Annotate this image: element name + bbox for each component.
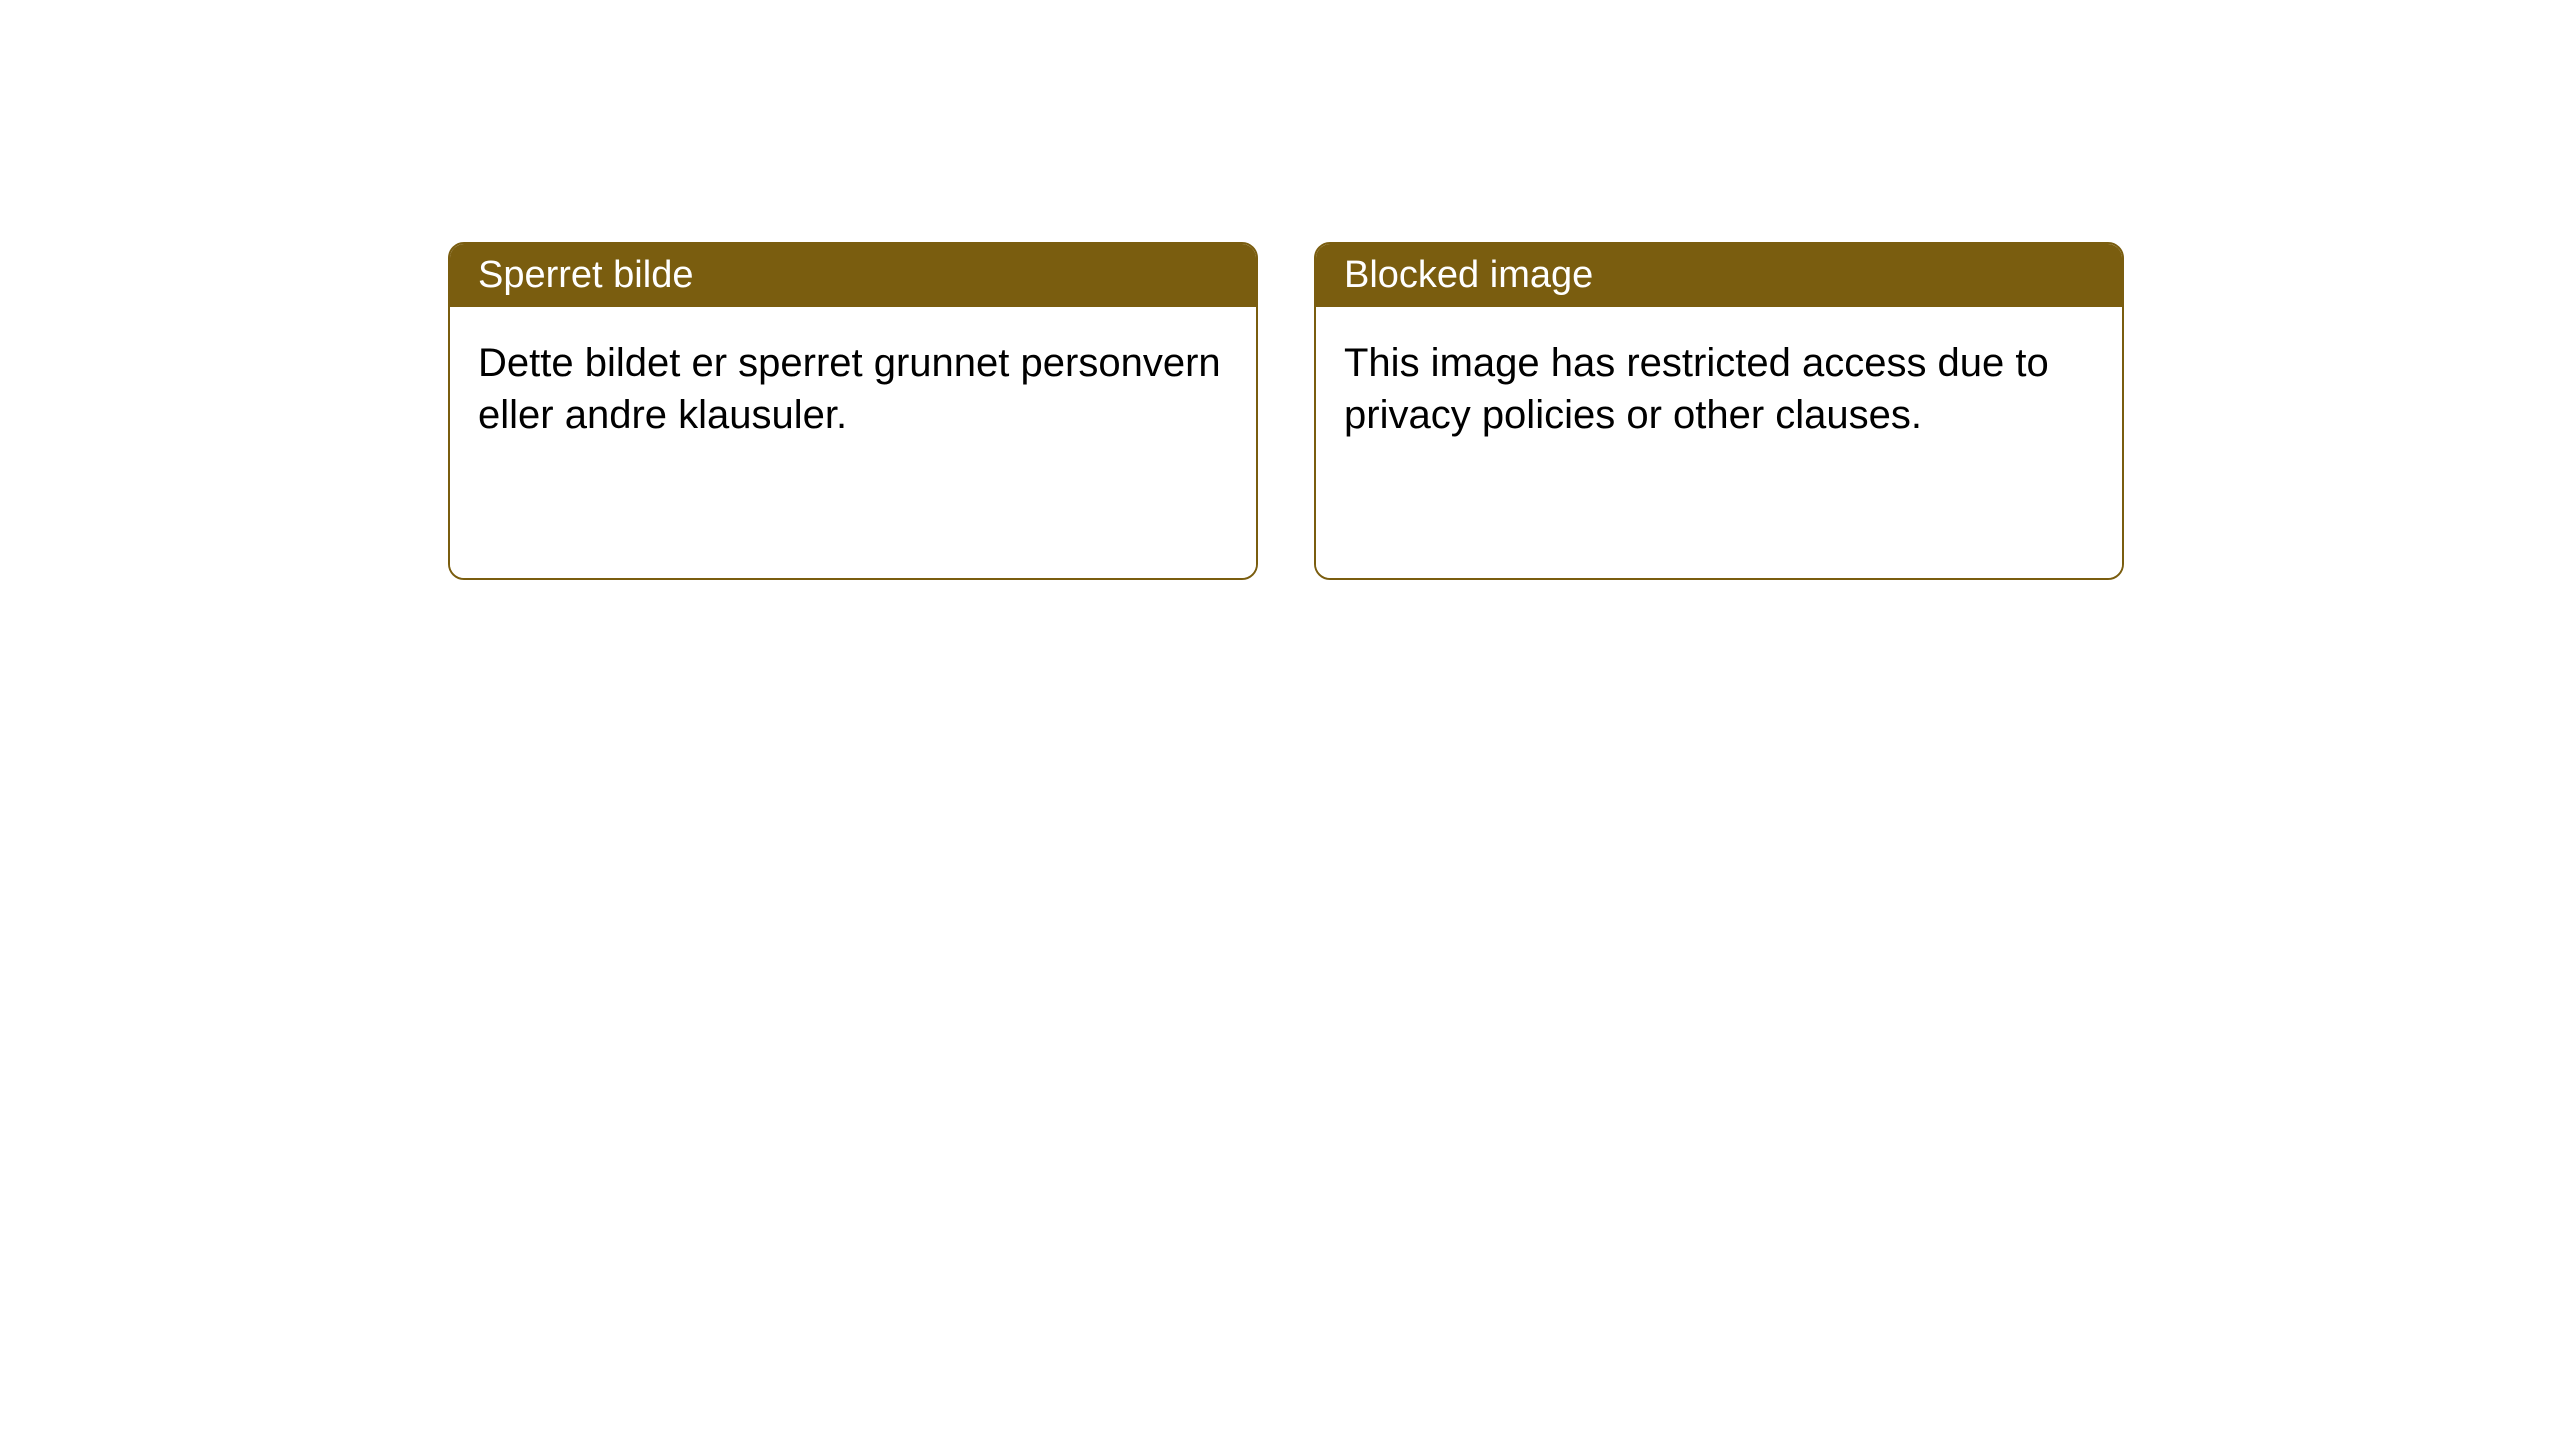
notice-title: Sperret bilde [478, 254, 693, 296]
notice-container: Sperret bilde Dette bildet er sperret gr… [0, 0, 2560, 580]
notice-message: Dette bildet er sperret grunnet personve… [478, 341, 1221, 437]
notice-body: This image has restricted access due to … [1316, 307, 2122, 578]
notice-header: Sperret bilde [450, 244, 1256, 307]
notice-card-norwegian: Sperret bilde Dette bildet er sperret gr… [448, 242, 1258, 580]
notice-body: Dette bildet er sperret grunnet personve… [450, 307, 1256, 578]
notice-message: This image has restricted access due to … [1344, 341, 2049, 437]
notice-header: Blocked image [1316, 244, 2122, 307]
notice-card-english: Blocked image This image has restricted … [1314, 242, 2124, 580]
notice-title: Blocked image [1344, 254, 1593, 296]
